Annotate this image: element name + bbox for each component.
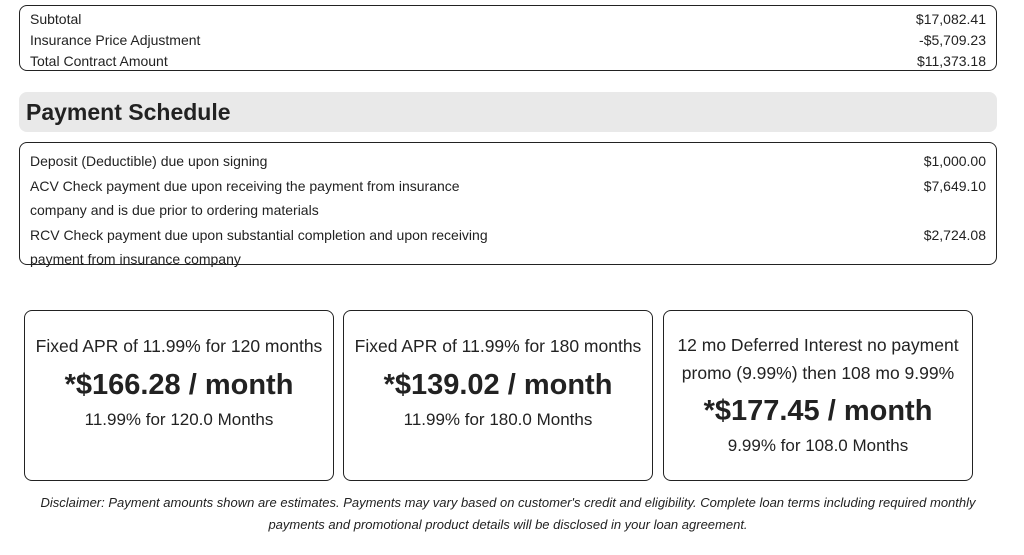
insurance-adjustment-amount: -$5,709.23 [919, 32, 986, 48]
total-contract-row: Total Contract Amount $11,373.18 [30, 51, 986, 72]
total-contract-label: Total Contract Amount [30, 53, 168, 69]
insurance-adjustment-row: Insurance Price Adjustment -$5,709.23 [30, 30, 986, 51]
schedule-row-description: ACV Check payment due upon receiving the… [30, 178, 460, 218]
subtotal-label: Subtotal [30, 11, 82, 27]
subtotal-row: Subtotal $17,082.41 [30, 9, 986, 30]
payment-schedule-box: Deposit (Deductible) due upon signing $1… [19, 142, 997, 267]
totals-box: Subtotal $17,082.41 Insurance Price Adju… [19, 5, 997, 71]
financing-option-title: 12 mo Deferred Interest no payment promo… [677, 335, 959, 383]
financing-option-detail: 11.99% for 180.0 Months [403, 410, 593, 429]
total-contract-amount: $11,373.18 [916, 53, 986, 69]
financing-option-price: *$166.28 / month [64, 369, 294, 401]
schedule-row-acv: ACV Check payment due upon receiving the… [30, 174, 986, 222]
schedule-row-rcv: RCV Check payment due upon substantial c… [30, 223, 986, 271]
schedule-row-deposit: Deposit (Deductible) due upon signing $1… [30, 149, 986, 173]
schedule-row-amount: $1,000.00 [923, 153, 986, 169]
schedule-row-amount: $2,724.08 [923, 227, 986, 243]
schedule-row-amount: $7,649.10 [923, 178, 986, 194]
subtotal-amount: $17,082.41 [915, 11, 986, 27]
schedule-row-description: Deposit (Deductible) due upon signing [30, 153, 268, 169]
schedule-row-description: RCV Check payment due upon substantial c… [30, 227, 488, 267]
financing-option-price: *$177.45 / month [703, 395, 933, 427]
disclaimer-text: Disclaimer: Payment amounts shown are es… [40, 495, 976, 532]
financing-option-180[interactable]: Fixed APR of 11.99% for 180 months *$139… [343, 310, 653, 481]
insurance-adjustment-label: Insurance Price Adjustment [30, 32, 201, 48]
financing-option-120[interactable]: Fixed APR of 11.99% for 120 months *$166… [24, 310, 334, 481]
financing-option-deferred[interactable]: 12 mo Deferred Interest no payment promo… [663, 310, 973, 481]
payment-schedule-heading: Payment Schedule [19, 92, 997, 132]
financing-option-title: Fixed APR of 11.99% for 180 months [354, 336, 642, 356]
financing-option-detail: 9.99% for 108.0 Months [727, 436, 909, 455]
financing-option-title: Fixed APR of 11.99% for 120 months [35, 336, 323, 356]
financing-option-price: *$139.02 / month [383, 369, 613, 401]
financing-option-detail: 11.99% for 120.0 Months [84, 410, 274, 429]
